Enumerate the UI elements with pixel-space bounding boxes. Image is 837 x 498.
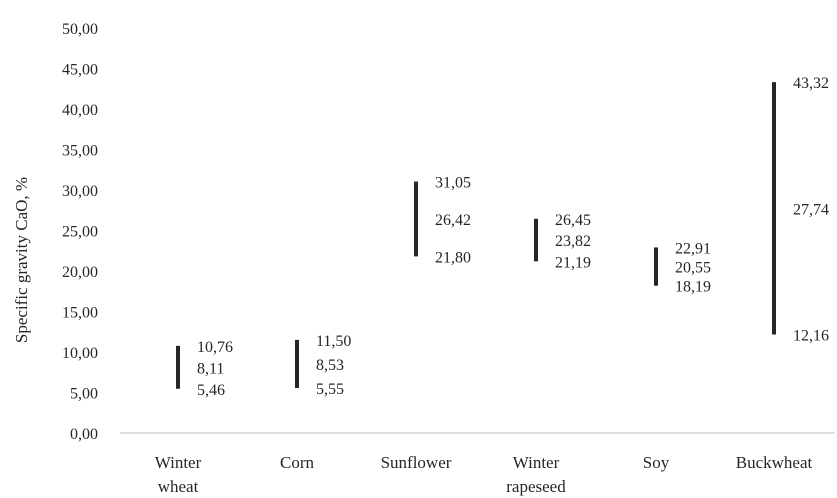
data-label-mid: 23,82	[555, 233, 591, 250]
y-tick-label: 30,00	[62, 183, 98, 200]
x-category-label: Winter	[155, 453, 202, 472]
y-tick-label: 40,00	[62, 102, 98, 119]
data-label-max: 26,45	[555, 212, 591, 229]
y-tick-label: 0,00	[70, 426, 98, 443]
data-label-mid: 26,42	[435, 212, 471, 229]
data-label-max: 10,76	[197, 339, 233, 356]
x-category-label: rapeseed	[506, 477, 566, 496]
y-tick-label: 10,00	[62, 345, 98, 362]
x-category-label: wheat	[158, 477, 199, 496]
data-label-max: 22,91	[675, 240, 711, 257]
y-tick-label: 35,00	[62, 143, 98, 160]
x-category-label: Sunflower	[381, 453, 452, 472]
data-label-mid: 27,74	[793, 201, 829, 218]
data-label-min: 21,19	[555, 254, 591, 271]
value-labels: 10,76 8,11 5,46 11,50 8,53 5,55 31,05 26,42 21,8…	[197, 75, 829, 399]
y-axis-tick-labels: 0,00 5,00 10,00 15,00 20,00 25,00 30,00 35,00 40…	[62, 21, 98, 443]
x-category-label: Winter	[513, 453, 560, 472]
data-label-min: 12,16	[793, 328, 829, 345]
data-label-mid: 8,53	[316, 357, 344, 374]
y-tick-label: 25,00	[62, 224, 98, 241]
x-category-label: Buckwheat	[736, 453, 813, 472]
x-category-label: Soy	[643, 453, 670, 472]
data-label-max: 43,32	[793, 75, 829, 92]
y-tick-label: 50,00	[62, 21, 98, 38]
data-label-min: 21,80	[435, 249, 471, 266]
y-axis-title: Specific gravity CaO, %	[12, 177, 31, 343]
y-tick-label: 45,00	[62, 62, 98, 79]
data-label-mid: 8,11	[197, 360, 224, 377]
y-tick-label: 15,00	[62, 305, 98, 322]
data-label-mid: 20,55	[675, 260, 711, 277]
x-category-label: Corn	[280, 453, 315, 472]
category-labels: Winter wheat Corn Sunflower Winter rapeseed So…	[155, 453, 813, 496]
data-label-max: 31,05	[435, 174, 471, 191]
data-label-max: 11,50	[316, 333, 351, 350]
y-tick-label: 20,00	[62, 264, 98, 281]
data-label-min: 5,55	[316, 381, 344, 398]
range-bars	[176, 82, 776, 389]
data-label-min: 18,19	[675, 279, 711, 296]
data-label-min: 5,46	[197, 382, 225, 399]
y-tick-label: 5,00	[70, 386, 98, 403]
